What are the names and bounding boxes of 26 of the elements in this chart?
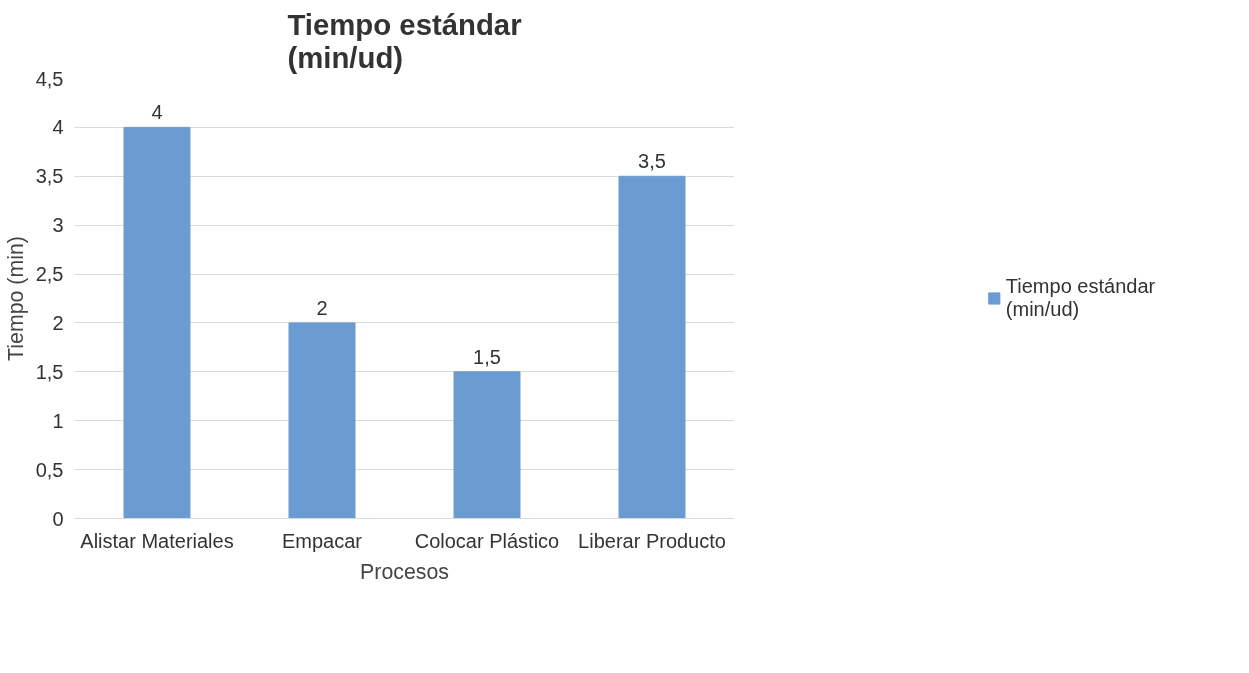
x-tick-label: Alistar Materiales	[80, 529, 234, 552]
data-label: 4	[151, 101, 163, 124]
x-tick-label: Empacar	[281, 529, 363, 552]
bar	[453, 371, 521, 519]
chart-title: Tiempo estándar (min/ud)	[287, 7, 522, 74]
data-label: 3,5	[638, 150, 666, 173]
y-tick-label: 2,5	[35, 263, 64, 286]
x-axis-title: Procesos	[360, 559, 449, 584]
bar	[123, 126, 191, 519]
y-tick-label: 4	[52, 116, 64, 139]
y-tick-label: 1	[52, 409, 64, 432]
x-tick-label: Liberar Producto	[578, 529, 726, 552]
y-tick-label: 2	[52, 311, 64, 334]
y-tick-label: 3,5	[35, 165, 64, 188]
x-tick-label: Colocar Plástico	[414, 529, 560, 552]
y-tick-label: 0	[52, 507, 64, 530]
y-tick-label: 3	[52, 214, 64, 237]
bar	[288, 322, 356, 519]
data-label: 2	[316, 296, 328, 319]
y-axis-title: Tiempo (min)	[3, 236, 28, 361]
data-label: 1,5	[473, 345, 501, 368]
legend-label: Tiempo estándar (min/ud)	[1005, 275, 1156, 321]
y-tick-label: 1,5	[35, 360, 64, 383]
y-tick-label: 0,5	[35, 458, 64, 481]
bar	[618, 175, 686, 519]
y-tick-label: 4,5	[35, 67, 64, 90]
